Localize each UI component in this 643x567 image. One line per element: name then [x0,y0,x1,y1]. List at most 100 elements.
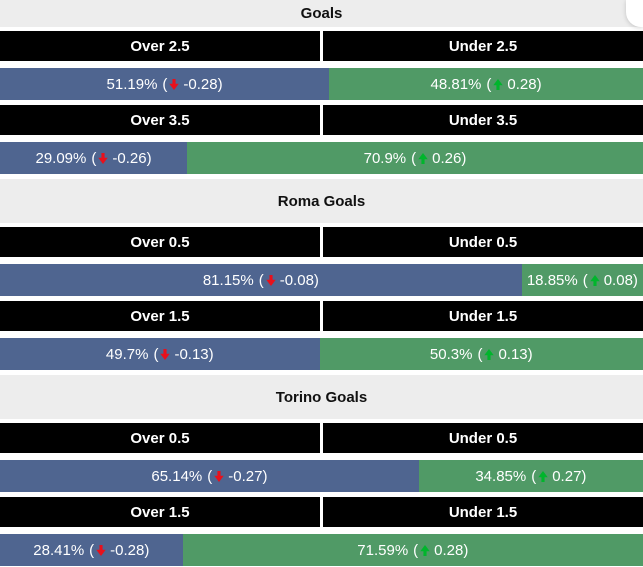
trend-up-icon [484,348,495,360]
pct-label: 71.59% [357,541,409,559]
market-torino-over-under-0-5: Over 0.5 Under 0.5 65.14%(-0.27) 34.85%(… [0,423,643,492]
paren: ( [411,149,417,167]
paren: ) [632,271,638,289]
probability-bar: 81.15%(-0.08) 18.85%(0.08) [0,264,643,296]
paren: ) [144,541,150,559]
trend-up-icon [420,544,430,556]
over-header: Over 0.5 [0,227,320,257]
market-header-row: Over 2.5 Under 2.5 [0,31,643,61]
paren: ) [262,467,268,485]
trend-up-icon [418,152,428,164]
market-goals-over-under-2-5: Over 2.5 Under 2.5 51.19%(-0.28) 48.81%(… [0,31,643,100]
probability-bar: 28.41%(-0.28) 71.59%(0.28) [0,534,643,566]
pct-label: 48.81% [430,75,482,93]
market-torino-over-under-1-5: Over 1.5 Under 1.5 28.41%(-0.28) 71.59%(… [0,497,643,566]
over-segment: 65.14%( -0.27) [0,460,419,492]
probability-bar: 51.19%(-0.28) 48.81%(0.28) [0,68,643,100]
floating-corner-element [626,0,643,27]
trend-down-icon [214,470,224,482]
delta-label: 0.27 [552,467,582,485]
paren: ( [486,75,492,93]
paren: ( [162,75,168,93]
pct-label: 50.3% [429,345,473,363]
paren: ( [582,271,588,289]
trend-up-icon [493,78,504,90]
delta-label: -0.13 [174,345,209,363]
trend-down-icon [160,348,171,360]
under-segment: 70.9%(0.26) [187,142,643,174]
delta-label: 0.13 [498,345,528,363]
market-header-row: Over 0.5 Under 0.5 [0,423,643,453]
trend-down-icon [169,78,180,90]
paren: ) [461,149,467,167]
paren: ) [527,345,533,363]
under-header: Under 0.5 [323,423,643,453]
pct-label: 65.14% [151,467,203,485]
pct-label: 34.85% [475,467,527,485]
paren: ) [217,75,223,93]
paren: ) [146,149,152,167]
delta-label: -0.27 [228,467,263,485]
pct-label: 29.09% [35,149,87,167]
paren: ( [89,541,95,559]
over-segment: 49.7%( -0.13) [0,338,320,370]
trend-down-icon [266,274,276,286]
over-segment: 29.09%( -0.26) [0,142,188,174]
market-header-row: Over 3.5 Under 3.5 [0,105,643,135]
market-header-row: Over 1.5 Under 1.5 [0,497,643,527]
probability-bar: 65.14%(-0.27) 34.85%(0.27) [0,460,643,492]
over-segment: 28.41%( -0.28) [0,534,183,566]
pct-label: 51.19% [106,75,158,93]
section-title-roma-goals: Roma Goals [0,179,643,223]
paren: ( [477,345,483,363]
under-segment: 18.85%(0.08) [521,264,643,296]
under-header: Under 3.5 [323,105,643,135]
paren: ( [531,467,537,485]
paren: ( [91,149,97,167]
delta-label: 0.28 [434,541,464,559]
over-header: Over 2.5 [0,31,320,61]
probability-bar: 49.7%(-0.13) 50.3%(0.13) [0,338,643,370]
paren: ) [463,541,469,559]
paren: ) [536,75,542,93]
pct-label: 70.9% [363,149,407,167]
paren: ( [153,345,159,363]
over-header: Over 1.5 [0,301,320,331]
delta-label: -0.08 [279,271,314,289]
under-segment: 48.81%(0.28) [329,68,643,100]
under-header: Under 1.5 [323,301,643,331]
market-roma-over-under-0-5: Over 0.5 Under 0.5 81.15%(-0.08) 18.85%(… [0,227,643,296]
pct-label: 49.7% [105,345,149,363]
trend-up-icon [538,470,548,482]
market-header-row: Over 0.5 Under 0.5 [0,227,643,257]
under-header: Under 0.5 [323,227,643,257]
delta-label: -0.26 [112,149,147,167]
trend-up-icon [590,274,600,286]
pct-label: 18.85% [526,271,578,289]
under-header: Under 2.5 [323,31,643,61]
under-segment: 50.3%(0.13) [319,338,643,370]
delta-label: -0.28 [110,541,145,559]
over-segment: 81.15%(-0.08) [0,264,522,296]
over-segment: 51.19%( -0.28) [0,68,330,100]
paren: ) [208,345,214,363]
trend-down-icon [98,152,109,164]
paren: ( [413,541,419,559]
market-goals-over-under-3-5: Over 3.5 Under 3.5 29.09%(-0.26) 70.9%(0… [0,105,643,174]
under-header: Under 1.5 [323,497,643,527]
paren: ( [207,467,213,485]
delta-label: -0.28 [183,75,218,93]
trend-down-icon [96,544,106,556]
under-segment: 71.59%(0.28) [182,534,643,566]
probability-bar: 29.09%(-0.26) 70.9%(0.26) [0,142,643,174]
under-segment: 34.85%(0.27) [418,460,643,492]
paren: ) [313,271,319,289]
over-header: Over 3.5 [0,105,320,135]
section-title-goals: Goals [0,0,643,27]
delta-label: 0.26 [432,149,462,167]
delta-label: 0.08 [603,271,633,289]
market-roma-over-under-1-5: Over 1.5 Under 1.5 49.7%(-0.13) 50.3%(0.… [0,301,643,370]
pct-label: 28.41% [33,541,85,559]
over-header: Over 1.5 [0,497,320,527]
market-header-row: Over 1.5 Under 1.5 [0,301,643,331]
